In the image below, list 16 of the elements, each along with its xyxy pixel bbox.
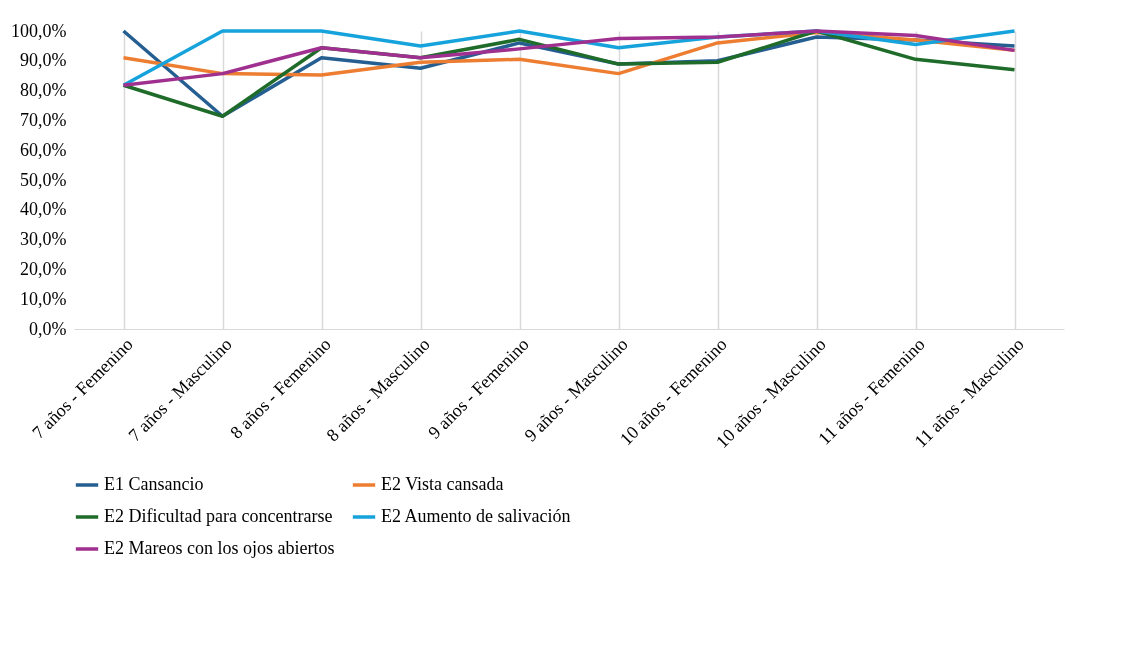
y-tick-label: 60,0% — [20, 139, 67, 160]
y-tick-label: 0,0% — [29, 318, 67, 339]
legend-label: E2 Mareos con los ojos abiertos — [104, 538, 335, 558]
y-tick-label: 90,0% — [20, 50, 67, 71]
y-tick-label: 80,0% — [20, 80, 67, 101]
legend-label: E2 Dificultad para concentrarse — [104, 506, 333, 526]
y-tick-label: 20,0% — [20, 258, 67, 279]
y-tick-label: 40,0% — [20, 199, 67, 220]
y-tick-label: 10,0% — [20, 288, 67, 309]
y-tick-label: 100,0% — [11, 20, 67, 41]
legend-label: E1 Cansancio — [104, 474, 204, 494]
legend-label: E2 Vista cansada — [381, 474, 504, 494]
legend-label: E2 Aumento de salivación — [381, 506, 571, 526]
y-tick-label: 50,0% — [20, 169, 67, 190]
y-tick-label: 30,0% — [20, 229, 67, 250]
y-tick-label: 70,0% — [20, 109, 67, 130]
